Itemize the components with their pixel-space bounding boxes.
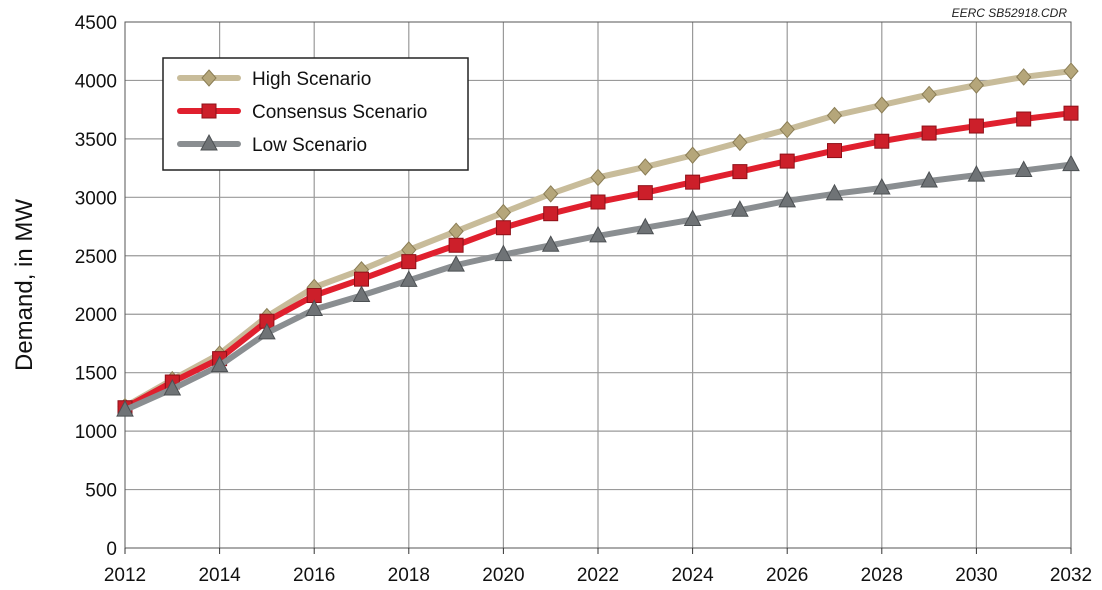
data-point xyxy=(637,185,653,201)
data-point xyxy=(1016,68,1032,86)
data-point xyxy=(305,299,324,317)
y-tick-label: 2500 xyxy=(75,247,117,268)
legend-label: High Scenario xyxy=(252,69,371,90)
data-point xyxy=(448,222,464,240)
x-tick-label: 2016 xyxy=(293,565,335,586)
data-point xyxy=(825,183,844,201)
y-tick-label: 4500 xyxy=(75,13,117,34)
data-point xyxy=(258,322,276,340)
legend-marker xyxy=(201,103,217,119)
data-point xyxy=(590,168,606,187)
data-point xyxy=(495,203,512,222)
y-tick-label: 500 xyxy=(85,481,117,502)
data-point xyxy=(399,270,418,287)
data-point xyxy=(921,85,937,104)
data-point xyxy=(731,200,749,217)
legend-marker xyxy=(200,133,218,151)
x-axis-ticks: 2012 2014 2016 2018 2020 2022 2024 2026 2028 2030… xyxy=(104,548,1092,586)
series-2 xyxy=(116,154,1080,417)
data-point xyxy=(874,133,890,149)
data-point xyxy=(636,217,655,235)
data-point xyxy=(495,220,511,236)
legend-marker xyxy=(201,69,217,87)
legend: High Scenario Consensus Scenario Low Scena… xyxy=(162,57,469,171)
y-tick-label: 0 xyxy=(106,539,117,560)
data-point xyxy=(163,378,182,396)
data-point xyxy=(590,194,606,210)
data-point xyxy=(401,254,417,270)
data-point xyxy=(494,244,513,262)
x-tick-label: 2022 xyxy=(577,565,619,586)
data-point xyxy=(447,255,465,272)
x-tick-label: 2018 xyxy=(388,565,430,586)
data-point xyxy=(541,235,560,252)
x-tick-label: 2024 xyxy=(671,565,714,586)
data-point xyxy=(352,285,371,303)
data-point xyxy=(732,164,748,180)
y-axis-ticks: 0 500 1000 1500 2000 2500 3000 3500 4000 4500 xyxy=(75,13,117,560)
data-point xyxy=(543,185,559,203)
data-point xyxy=(448,237,464,253)
data-point xyxy=(1014,160,1033,177)
x-tick-label: 2012 xyxy=(104,565,146,586)
y-tick-label: 1000 xyxy=(75,422,117,443)
data-point xyxy=(967,165,986,182)
data-point xyxy=(637,158,653,176)
data-point xyxy=(1063,62,1079,80)
data-point xyxy=(685,174,701,190)
x-tick-label: 2026 xyxy=(766,565,808,586)
data-point xyxy=(543,206,559,222)
data-point xyxy=(968,76,985,94)
data-point xyxy=(872,177,891,195)
data-point xyxy=(589,225,607,243)
y-tick-label: 3000 xyxy=(75,188,117,209)
data-point xyxy=(1062,154,1080,172)
y-tick-label: 4000 xyxy=(75,71,117,92)
x-tick-label: 2020 xyxy=(482,565,524,586)
data-point xyxy=(116,400,134,417)
data-point xyxy=(732,133,748,152)
data-point xyxy=(827,143,842,159)
y-axis-label: Demand, in MW xyxy=(11,199,38,371)
x-tick-label: 2028 xyxy=(861,565,903,586)
y-tick-label: 1500 xyxy=(75,364,117,385)
series-layer xyxy=(116,62,1080,417)
data-point xyxy=(778,190,797,208)
data-point xyxy=(826,106,843,125)
figure-credit: EERC SB52918.CDR xyxy=(952,6,1068,20)
data-point xyxy=(874,96,890,114)
data-point xyxy=(210,355,229,373)
data-point xyxy=(354,271,369,287)
x-tick-label: 2030 xyxy=(955,565,997,586)
legend-label: Consensus Scenario xyxy=(252,102,427,123)
series-1 xyxy=(117,105,1079,416)
data-point xyxy=(779,120,795,139)
data-point xyxy=(1063,105,1079,121)
data-point xyxy=(968,118,984,134)
y-tick-label: 3500 xyxy=(75,130,117,151)
y-tick-label: 2000 xyxy=(75,305,117,326)
data-point xyxy=(920,170,938,188)
data-point xyxy=(684,146,701,165)
data-point xyxy=(779,153,795,169)
x-tick-label: 2014 xyxy=(198,565,241,586)
data-point xyxy=(1016,111,1032,127)
legend-label: Low Scenario xyxy=(252,135,367,156)
x-tick-label: 2032 xyxy=(1050,565,1092,586)
data-point xyxy=(683,209,702,227)
data-point xyxy=(921,125,937,141)
